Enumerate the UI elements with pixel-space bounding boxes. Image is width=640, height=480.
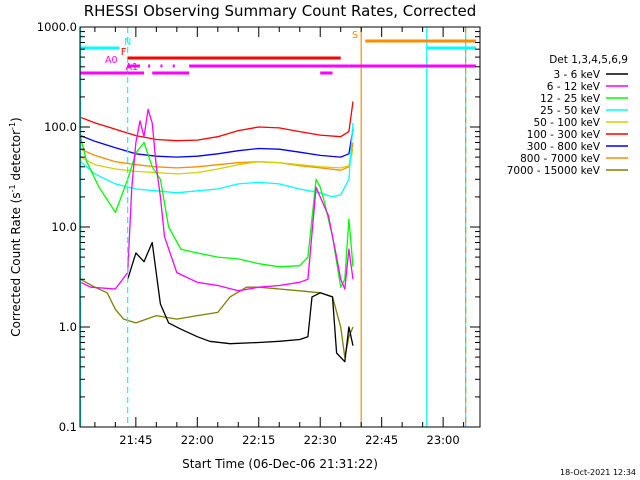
legend-label-4: 50 - 100 keV	[533, 117, 600, 129]
x-tick-label-1: 22:00	[181, 433, 214, 447]
series-line-3	[80, 122, 354, 198]
x-tick-label-3: 22:30	[304, 433, 337, 447]
legend-label-1: 6 - 12 keV	[547, 81, 601, 93]
flag-label-s: S	[352, 30, 358, 41]
x-tick-label-2: 22:15	[242, 433, 275, 447]
series-line-4	[80, 149, 354, 175]
y-axis-label: Corrected Count Rate (s-1 detector-1)	[8, 117, 23, 336]
y-tick-label-1: 1.0	[59, 320, 77, 334]
y-axis-ticks: 0.1 1.0 10.0 100.0 1000.0	[37, 20, 480, 434]
series-line-5	[80, 101, 354, 142]
y-axis-label-part3: )	[9, 117, 23, 122]
y-tick-label-2: 10.0	[51, 220, 77, 234]
chart-title: RHESSI Observing Summary Count Rates, Co…	[84, 2, 477, 20]
series-line-6	[80, 129, 354, 158]
flag-label-a0: A0	[105, 55, 118, 66]
y-axis-label-exp1: -1	[8, 184, 17, 192]
legend-label-0: 3 - 6 keV	[553, 69, 600, 81]
flag-label-f: F	[121, 47, 126, 58]
series-group	[79, 101, 354, 363]
y-axis-label-part2: detector	[9, 130, 23, 185]
y-tick-label-4: 1000.0	[37, 20, 77, 34]
y-axis-label-exp2: -1	[8, 122, 17, 130]
y-tick-label-0: 0.1	[59, 420, 77, 434]
legend-header: Det 1,3,4,5,6,9	[549, 54, 628, 66]
flag-label-n: N	[124, 37, 131, 48]
flag-label-a1: A1	[125, 62, 138, 73]
series-line-1	[80, 108, 354, 292]
series-line-0	[127, 241, 354, 363]
legend-label-8: 7000 - 15000 keV	[507, 165, 601, 177]
x-axis-label: Start Time (06-Dec-06 21:31:22)	[182, 457, 378, 471]
x-tick-label-5: 23:00	[427, 433, 460, 447]
flag-bar-group: N S FA0 A1	[80, 30, 476, 75]
series-line-8	[80, 278, 354, 358]
y-tick-label-3: 100.0	[44, 120, 77, 134]
legend-label-5: 100 - 300 keV	[527, 129, 601, 141]
legend-label-3: 25 - 50 keV	[540, 105, 601, 117]
y-axis-label-part1: Corrected Count Rate (s	[9, 192, 23, 336]
footer-timestamp: 18-Oct-2021 12:34	[560, 468, 636, 477]
legend-label-2: 12 - 25 keV	[540, 93, 601, 105]
x-tick-label-4: 22:45	[365, 433, 398, 447]
x-axis-ticks: 21:45 22:00 22:15 22:30 22:45 23:00	[94, 27, 465, 447]
series-line-7	[80, 142, 354, 171]
legend-label-7: 800 - 7000 keV	[520, 153, 601, 165]
legend-label-6: 300 - 800 keV	[527, 141, 601, 153]
x-tick-label-0: 21:45	[119, 433, 152, 447]
